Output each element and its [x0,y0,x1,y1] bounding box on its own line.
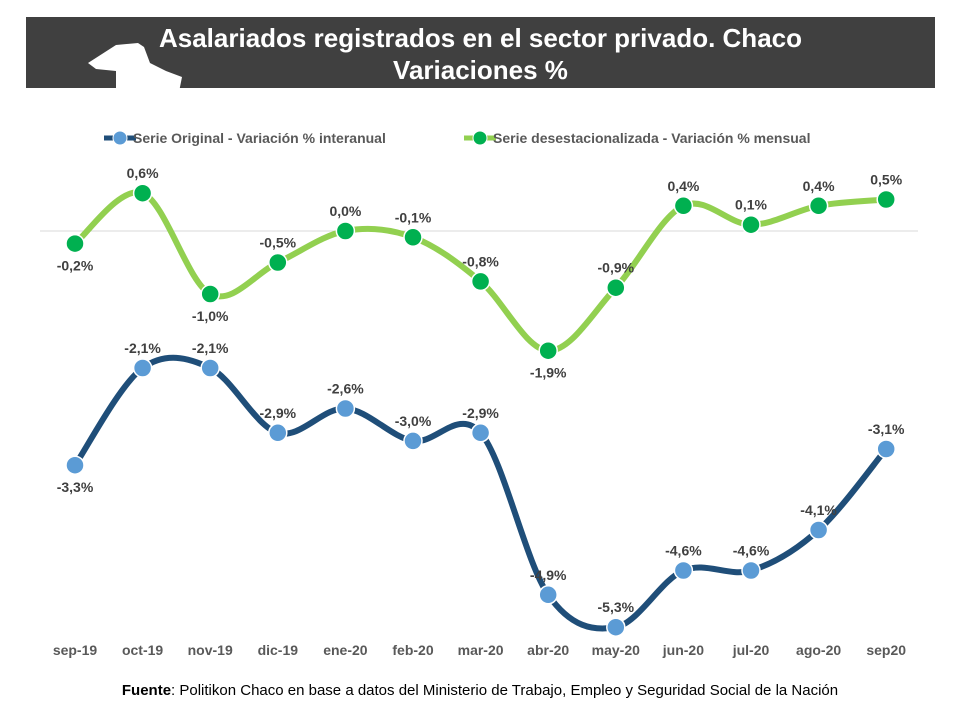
legend-swatch-marker-1 [112,130,128,146]
data-label-s1-2: -2,1% [192,340,229,356]
data-label-s2-3: -0,5% [260,235,297,251]
data-point-s2-7 [538,340,558,361]
data-point-s1-6 [470,423,491,443]
x-tick-label: sep20 [866,642,906,658]
data-point-s2-11 [808,196,829,216]
data-label-s1-3: -2,9% [260,405,297,421]
title-line-2: Variaciones % [393,55,568,85]
series-line-1 [72,354,890,632]
data-label-s1-6: -2,9% [462,405,499,421]
x-tick-label: jul-20 [732,642,770,658]
data-point-s1-10 [741,560,761,581]
data-point-s2-9 [673,196,694,216]
x-tick-label: mar-20 [458,642,504,658]
data-label-s1-5: -3,0% [395,413,432,429]
source-label: Fuente [121,682,172,699]
x-axis-ticks: sep-19 oct-19 nov-19 dic-19 ene-20 feb-20 mar-… [53,642,906,658]
data-point-s2-5 [403,227,423,248]
data-label-s1-9: -4,6% [665,543,702,559]
data-label-s2-2: -1,0% [192,308,229,324]
data-point-s1-5 [403,431,423,451]
data-label-s2-1: 0,6% [127,165,159,181]
data-label-s2-0: -0,2% [57,258,94,274]
x-tick-label: jun-20 [662,642,704,658]
legend-swatch-marker-2 [472,130,488,146]
data-label-s1-0: -3,3% [57,479,94,495]
data-label-s2-9: 0,4% [667,178,699,194]
data-point-s2-4 [335,221,356,241]
data-point-s1-3 [268,423,288,443]
data-label-s2-5: -0,1% [395,209,432,225]
data-label-s2-4: 0,0% [329,203,361,219]
x-tick-label: sep-19 [53,642,98,658]
data-point-s2-2 [200,284,220,304]
data-point-s1-0 [65,455,85,475]
data-point-s1-2 [200,358,220,378]
data-label-s1-8: -5,3% [598,599,635,615]
chaco-province-map-icon [88,43,182,97]
data-label-s2-7: -1,9% [530,365,567,381]
x-tick-label: may-20 [592,642,640,658]
line-chart: Serie Original - Variación % interanual S… [40,130,918,658]
x-tick-label: feb-20 [392,642,433,658]
data-label-s2-8: -0,9% [598,260,635,276]
data-label-s2-12: 0,5% [870,172,902,188]
legend-entry-1: Serie Original - Variación % interanual [133,130,386,146]
source-note: Fuente: Politikon Chaco en base a datos … [0,682,960,699]
data-label-s1-12: -3,1% [868,421,905,437]
data-point-s1-4 [335,398,356,419]
data-label-s1-7: -4,9% [530,567,567,583]
x-tick-label: nov-19 [188,642,233,658]
legend: Serie Original - Variación % interanual S… [104,130,810,146]
data-label-s1-11: -4,1% [800,502,837,518]
x-tick-label: dic-19 [258,642,299,658]
title-bar: Asalariados registrados en el sector pri… [26,17,935,97]
data-point-s2-10 [741,214,761,235]
data-point-s2-3 [268,252,288,273]
data-point-s2-1 [132,183,153,203]
title-line-1: Asalariados registrados en el sector pri… [158,23,802,53]
data-point-s2-8 [606,277,626,298]
data-point-s2-12 [876,189,896,210]
data-label-s1-4: -2,6% [327,381,364,397]
legend-entry-2: Serie desestacionalizada - Variación % m… [493,130,810,146]
data-label-s2-6: -0,8% [462,253,499,269]
data-point-s1-7 [538,585,558,605]
source-text: : Politikon Chaco en base a datos del Mi… [171,682,839,699]
x-tick-label: ago-20 [796,642,841,658]
series-markers [65,183,896,637]
data-point-s2-6 [470,271,491,292]
x-tick-label: ene-20 [323,642,368,658]
data-point-s1-12 [876,439,896,459]
data-label-s1-10: -4,6% [733,543,770,559]
series-line-2 [72,189,890,354]
chart-title: Asalariados registrados en el sector pri… [26,22,935,86]
data-label-s1-1: -2,1% [124,340,161,356]
data-point-s1-1 [132,358,153,378]
data-labels: -3,3% -2,1% -2,1% -2,9% -2,6% -3,0% -2,9% -4,9%… [57,165,905,615]
data-point-s1-9 [673,560,694,581]
data-point-s1-11 [808,520,829,540]
data-label-s2-11: 0,4% [803,178,835,194]
x-tick-label: oct-19 [122,642,163,658]
data-label-s2-10: 0,1% [735,197,767,213]
data-point-s1-8 [606,617,626,637]
x-tick-label: abr-20 [527,642,569,658]
data-point-s2-0 [65,233,85,254]
